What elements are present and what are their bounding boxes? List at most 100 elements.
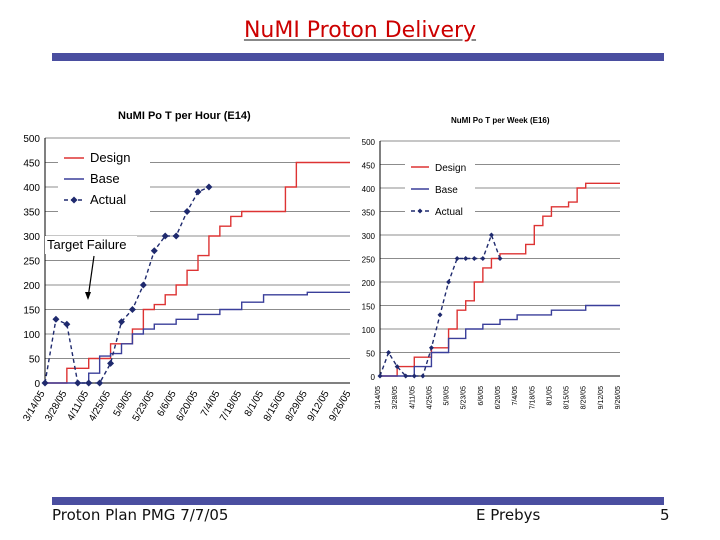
legend-marker-actual <box>70 196 78 204</box>
x-tick-label: 9/12/05 <box>598 386 605 409</box>
chart-title: NuMI Po T per Hour (E14) <box>118 110 251 122</box>
data-point-actual <box>394 364 400 370</box>
legend-label-actual: Actual <box>90 192 126 207</box>
data-point-actual <box>194 188 202 196</box>
x-tick-label: 7/18/05 <box>529 386 536 409</box>
x-tick-label: 4/11/05 <box>409 386 416 409</box>
y-tick-label: 0 <box>371 373 376 382</box>
data-point-actual <box>118 318 125 326</box>
data-point-actual <box>471 256 477 261</box>
x-tick-label: 6/20/05 <box>495 386 502 409</box>
legend-label-base: Base <box>435 185 458 196</box>
series-base-line <box>45 291 350 384</box>
data-point-actual <box>107 359 115 367</box>
x-tick-label: 6/20/05 <box>174 389 200 424</box>
data-point-actual <box>386 350 392 355</box>
y-tick-label: 0 <box>34 379 40 390</box>
y-tick-label: 350 <box>362 209 376 218</box>
x-tick-label: 8/1/05 <box>243 389 267 419</box>
data-point-actual <box>139 281 147 289</box>
data-point-actual <box>428 345 434 351</box>
legend-label-actual: Actual <box>435 207 463 218</box>
data-point-actual <box>205 183 213 191</box>
x-tick-label: 5/23/05 <box>131 389 157 424</box>
y-tick-label: 250 <box>23 257 40 268</box>
data-point-actual <box>403 373 409 379</box>
x-tick-label: 3/28/05 <box>392 386 399 409</box>
legend-label-design: Design <box>90 150 130 165</box>
data-point-actual <box>161 232 169 240</box>
x-tick-label: 8/1/05 <box>546 386 553 406</box>
x-tick-label: 3/14/05 <box>375 386 382 409</box>
x-tick-label: 7/4/05 <box>512 386 519 406</box>
y-tick-label: 500 <box>23 134 40 145</box>
y-tick-label: 50 <box>366 350 375 359</box>
data-point-actual <box>85 379 93 387</box>
y-tick-label: 500 <box>362 138 376 147</box>
slide-title: NuMI Proton Delivery <box>243 18 477 43</box>
y-tick-label: 400 <box>362 185 376 194</box>
y-tick-label: 50 <box>29 355 41 366</box>
series-design-line <box>380 182 620 377</box>
y-tick-label: 150 <box>23 306 40 317</box>
data-point-actual <box>411 373 417 379</box>
data-point-actual <box>52 315 60 323</box>
chart-title: NuMI Po T per Week (E16) <box>451 116 550 125</box>
data-point-actual <box>128 306 136 313</box>
y-tick-label: 450 <box>23 159 40 170</box>
y-tick-label: 100 <box>23 330 40 341</box>
x-tick-label: 6/6/05 <box>478 386 485 406</box>
page-number: 5 <box>660 506 670 524</box>
title-rule <box>52 53 664 61</box>
series-base-line <box>380 304 620 377</box>
x-tick-label: 7/4/05 <box>199 389 223 419</box>
data-point-actual <box>377 373 383 379</box>
x-tick-label: 6/6/05 <box>155 389 179 419</box>
x-tick-label: 4/25/05 <box>87 389 113 424</box>
y-tick-label: 450 <box>362 162 376 171</box>
data-point-actual <box>463 256 469 261</box>
data-point-actual <box>446 279 452 285</box>
data-point-actual <box>96 379 104 387</box>
legend-marker-actual <box>417 208 423 214</box>
data-point-actual <box>41 379 49 387</box>
footer-rule <box>52 497 664 505</box>
y-tick-label: 150 <box>362 303 376 312</box>
y-tick-label: 200 <box>362 279 376 288</box>
x-tick-label: 8/29/05 <box>581 386 588 409</box>
legend-label-base: Base <box>90 171 120 186</box>
chart-pot-per-week: NuMI Po T per Week (E16) 0 50 100 150 200 250 3… <box>362 116 622 409</box>
data-point-actual <box>488 232 494 238</box>
chart-pot-per-hour: NuMI Po T per Hour (E14) 0 50 100 150 200 250 3… <box>21 110 350 424</box>
x-tick-label: 9/26/05 <box>327 389 350 424</box>
annotation-arrowhead <box>85 292 91 300</box>
data-point-actual <box>454 256 460 261</box>
data-point-actual <box>63 320 71 328</box>
legend-label-design: Design <box>435 163 466 174</box>
data-point-actual <box>480 256 486 261</box>
data-point-actual <box>420 373 426 379</box>
data-point-actual <box>150 247 158 255</box>
y-tick-label: 400 <box>23 183 40 194</box>
data-point-actual <box>183 208 191 215</box>
x-tick-label: 9/26/05 <box>615 386 622 409</box>
footer-author: E Prebys <box>476 506 541 524</box>
y-tick-label: 100 <box>362 326 376 335</box>
footer-date: Proton Plan PMG 7/7/05 <box>52 506 229 524</box>
y-tick-label: 200 <box>23 281 40 292</box>
data-point-actual <box>497 256 503 261</box>
annotation-box <box>45 236 137 254</box>
x-tick-label: 5/23/05 <box>461 386 468 409</box>
annotation-target-failure: Target Failure <box>47 237 126 252</box>
series-actual-line <box>44 186 210 384</box>
y-tick-label: 250 <box>362 256 376 265</box>
x-tick-label: 5/9/05 <box>444 386 451 406</box>
y-tick-label: 350 <box>23 208 40 219</box>
data-point-actual <box>74 379 82 387</box>
x-tick-label: 5/9/05 <box>112 389 136 419</box>
x-tick-label: 7/18/05 <box>218 389 244 424</box>
y-tick-label: 300 <box>362 232 376 241</box>
x-tick-label: 4/25/05 <box>426 386 433 409</box>
data-point-actual <box>172 232 180 240</box>
annotation-arrow <box>87 255 95 299</box>
